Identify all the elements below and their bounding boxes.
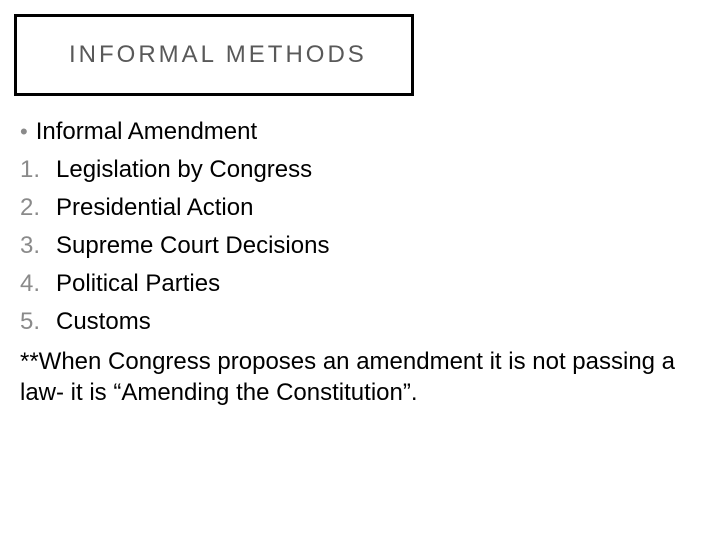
slide-title: INFORMAL METHODS <box>69 41 367 69</box>
list-number: 2. <box>20 194 50 222</box>
list-text: Legislation by Congress <box>56 156 312 184</box>
list-number: 5. <box>20 308 50 336</box>
list-text: Customs <box>56 308 151 336</box>
footnote: **When Congress proposes an amendment it… <box>20 346 700 408</box>
content-area: • Informal Amendment 1. Legislation by C… <box>20 118 700 408</box>
bullet-line: • Informal Amendment <box>20 118 700 146</box>
list-item: 2. Presidential Action <box>20 194 700 222</box>
list-text: Political Parties <box>56 270 220 298</box>
title-box: INFORMAL METHODS <box>14 14 414 96</box>
list-text: Supreme Court Decisions <box>56 232 329 260</box>
list-number: 4. <box>20 270 50 298</box>
list-item: 5. Customs <box>20 308 700 336</box>
list-text: Presidential Action <box>56 194 253 222</box>
list-item: 1. Legislation by Congress <box>20 156 700 184</box>
list-number: 3. <box>20 232 50 260</box>
bullet-marker: • <box>20 119 28 145</box>
bullet-text: Informal Amendment <box>36 118 257 146</box>
list-number: 1. <box>20 156 50 184</box>
list-item: 4. Political Parties <box>20 270 700 298</box>
list-item: 3. Supreme Court Decisions <box>20 232 700 260</box>
